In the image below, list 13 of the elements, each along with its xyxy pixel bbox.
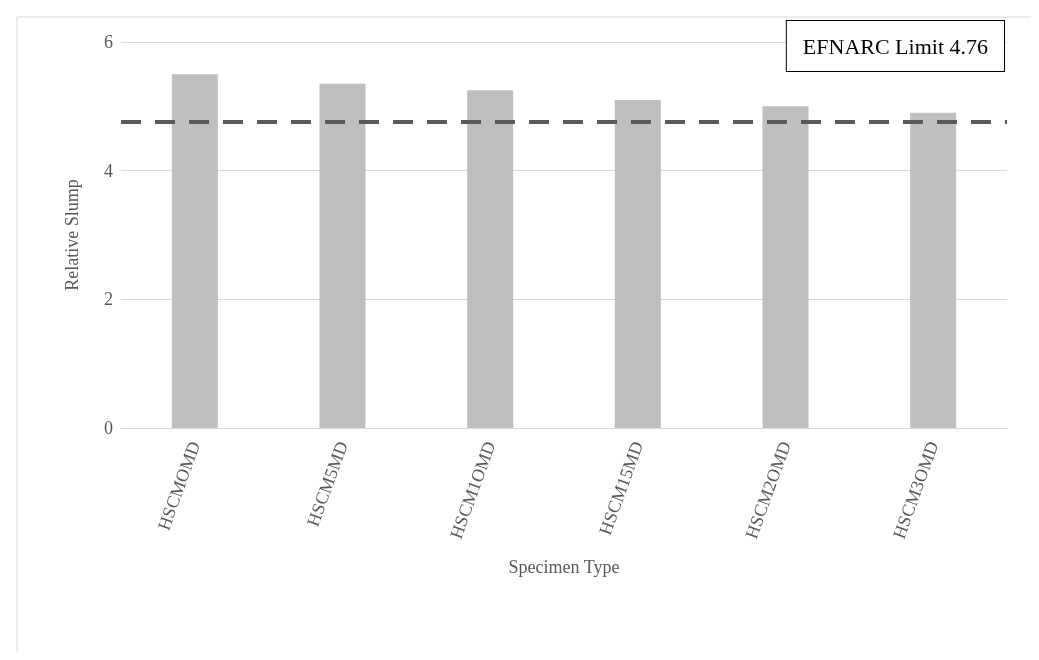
bar xyxy=(171,74,218,428)
y-tick-label: 6 xyxy=(104,32,113,52)
bar xyxy=(614,99,661,428)
y-tick-label: 4 xyxy=(104,160,113,181)
bar xyxy=(762,106,809,428)
x-axis-title: Specimen Type xyxy=(508,557,620,577)
bar xyxy=(910,112,957,428)
y-axis-title: Relative Slump xyxy=(62,179,82,291)
y-tick-label: 2 xyxy=(104,289,113,310)
bar xyxy=(319,83,366,428)
ref-line-label: EFNARC Limit 4.76 xyxy=(802,33,988,59)
bar xyxy=(467,90,514,428)
y-tick-label: 0 xyxy=(104,418,113,438)
